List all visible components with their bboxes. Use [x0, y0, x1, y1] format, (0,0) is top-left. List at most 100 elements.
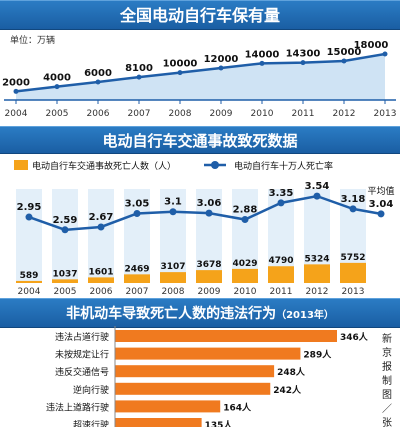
fatality-x-tick: 2004 [18, 287, 41, 297]
fatality-bar-bg [196, 189, 222, 283]
ownership-x-tick: 2012 [333, 109, 356, 119]
violation-bar [115, 365, 275, 378]
ownership-value-label: 14000 [245, 49, 280, 60]
ownership-value-label: 18000 [354, 40, 389, 51]
rate-value-label: 2.88 [233, 205, 258, 216]
ownership-point [300, 60, 306, 66]
average-point [377, 210, 385, 218]
rate-value-label: 2.59 [53, 215, 78, 226]
ownership-point [13, 88, 19, 94]
chart2-title: 电动自行车交通事故致死数据 [102, 132, 298, 150]
rate-value-label: 3.06 [197, 198, 222, 209]
legend-line-dot [211, 161, 219, 169]
ownership-value-label: 12000 [204, 54, 239, 65]
rate-point [241, 216, 249, 224]
ownership-point [218, 65, 224, 71]
title-banner-ownership: 全国电动自行车保有量 [0, 0, 400, 30]
chart1-unit-label: 单位：万辆 [10, 36, 56, 46]
fatality-bar-bg [88, 189, 114, 283]
violation-bar [115, 418, 202, 427]
fatality-bar-label: 589 [20, 271, 39, 281]
violation-label: 未按规定让行 [55, 349, 109, 361]
credit-text: 新京报制图／张妍 [382, 334, 392, 427]
fatality-bar-label: 2469 [124, 264, 149, 274]
fatality-x-tick: 2012 [306, 287, 329, 297]
violation-bar [115, 400, 221, 413]
rate-point [97, 223, 105, 231]
fatality-bar-bg [232, 189, 258, 283]
rate-value-label: 3.1 [164, 197, 182, 208]
ownership-value-label: 10000 [163, 59, 198, 70]
rate-point [349, 205, 357, 213]
ownership-x-tick: 2006 [87, 109, 110, 119]
fatality-bar-bg [160, 189, 186, 283]
fatality-bar [16, 280, 42, 283]
rate-point [205, 209, 213, 217]
ownership-area [16, 54, 385, 100]
rate-value-label: 3.18 [341, 194, 366, 205]
violation-value-label: 242人 [273, 384, 302, 396]
violation-value-label: 248人 [277, 366, 306, 378]
title-banner-violations: 非机动车导致死亡人数的违法行为（2013年） [0, 298, 400, 328]
fatality-x-tick: 2007 [126, 287, 149, 297]
ownership-point [95, 79, 101, 85]
rate-value-label: 3.54 [305, 181, 330, 192]
rate-point [133, 210, 141, 217]
fatality-bar [304, 264, 330, 283]
ownership-value-label: 6000 [84, 68, 112, 79]
violation-label: 违反交通信号 [55, 366, 109, 378]
fatality-bar [88, 277, 114, 283]
violation-label: 逆向行驶 [73, 384, 109, 396]
ownership-x-tick: 2007 [128, 109, 151, 119]
rate-point [277, 199, 285, 207]
fatality-bar-label: 3107 [160, 262, 185, 272]
rate-point [169, 208, 177, 216]
ownership-value-label: 2000 [2, 77, 30, 88]
fatality-x-tick: 2011 [270, 287, 293, 297]
rate-value-label: 2.95 [17, 202, 42, 213]
fatality-x-tick: 2005 [54, 287, 77, 297]
fatality-bar-label: 1601 [88, 267, 113, 277]
fatality-x-tick: 2010 [234, 287, 257, 297]
fatality-bar-label: 4029 [232, 259, 257, 269]
ownership-x-tick: 2009 [210, 109, 233, 119]
violation-bar [115, 347, 301, 360]
ownership-x-tick: 2010 [251, 109, 274, 119]
fatality-bar [124, 274, 150, 283]
violation-value-label: 289人 [303, 349, 332, 361]
ownership-value-label: 14300 [286, 49, 321, 60]
fatality-bar-bg [52, 189, 78, 283]
rate-point [25, 213, 33, 221]
title-banner-fatality: 电动自行车交通事故致死数据 [0, 126, 400, 154]
violation-value-label: 164人 [223, 401, 252, 413]
ownership-x-tick: 2008 [169, 109, 192, 119]
average-label: 平均值 [367, 185, 394, 197]
fatality-bar [268, 266, 294, 283]
violation-label: 超速行驶 [73, 419, 109, 427]
violation-value-label: 346人 [340, 331, 369, 343]
fatality-bar-bg [124, 189, 150, 283]
fatality-bar [160, 272, 186, 283]
chart3-subtitle: （2013年） [276, 310, 334, 321]
rate-point [313, 192, 321, 200]
legend-bar-swatch [14, 160, 28, 170]
rate-value-label: 3.35 [269, 188, 294, 199]
fatality-x-tick: 2009 [198, 287, 221, 297]
ownership-point [341, 58, 347, 64]
fatality-bar-bg [16, 189, 42, 283]
ownership-x-tick: 2005 [46, 109, 69, 119]
violation-bar [115, 330, 337, 342]
rate-value-label: 3.05 [125, 199, 150, 210]
fatality-x-tick: 2008 [162, 287, 185, 297]
ownership-x-tick: 2011 [292, 109, 315, 119]
fatality-bar-label: 4790 [268, 256, 293, 266]
violation-label: 违法上道路行驶 [46, 401, 109, 413]
ownership-point [259, 60, 265, 66]
legend-bar-label: 电动自行车交通事故死亡人数（人） [32, 160, 176, 172]
chart1-title: 全国电动自行车保有量 [119, 6, 280, 25]
ownership-point [54, 84, 60, 90]
average-value-label: 3.04 [369, 199, 394, 210]
fatality-bar [52, 279, 78, 283]
fatality-bar [196, 270, 222, 283]
